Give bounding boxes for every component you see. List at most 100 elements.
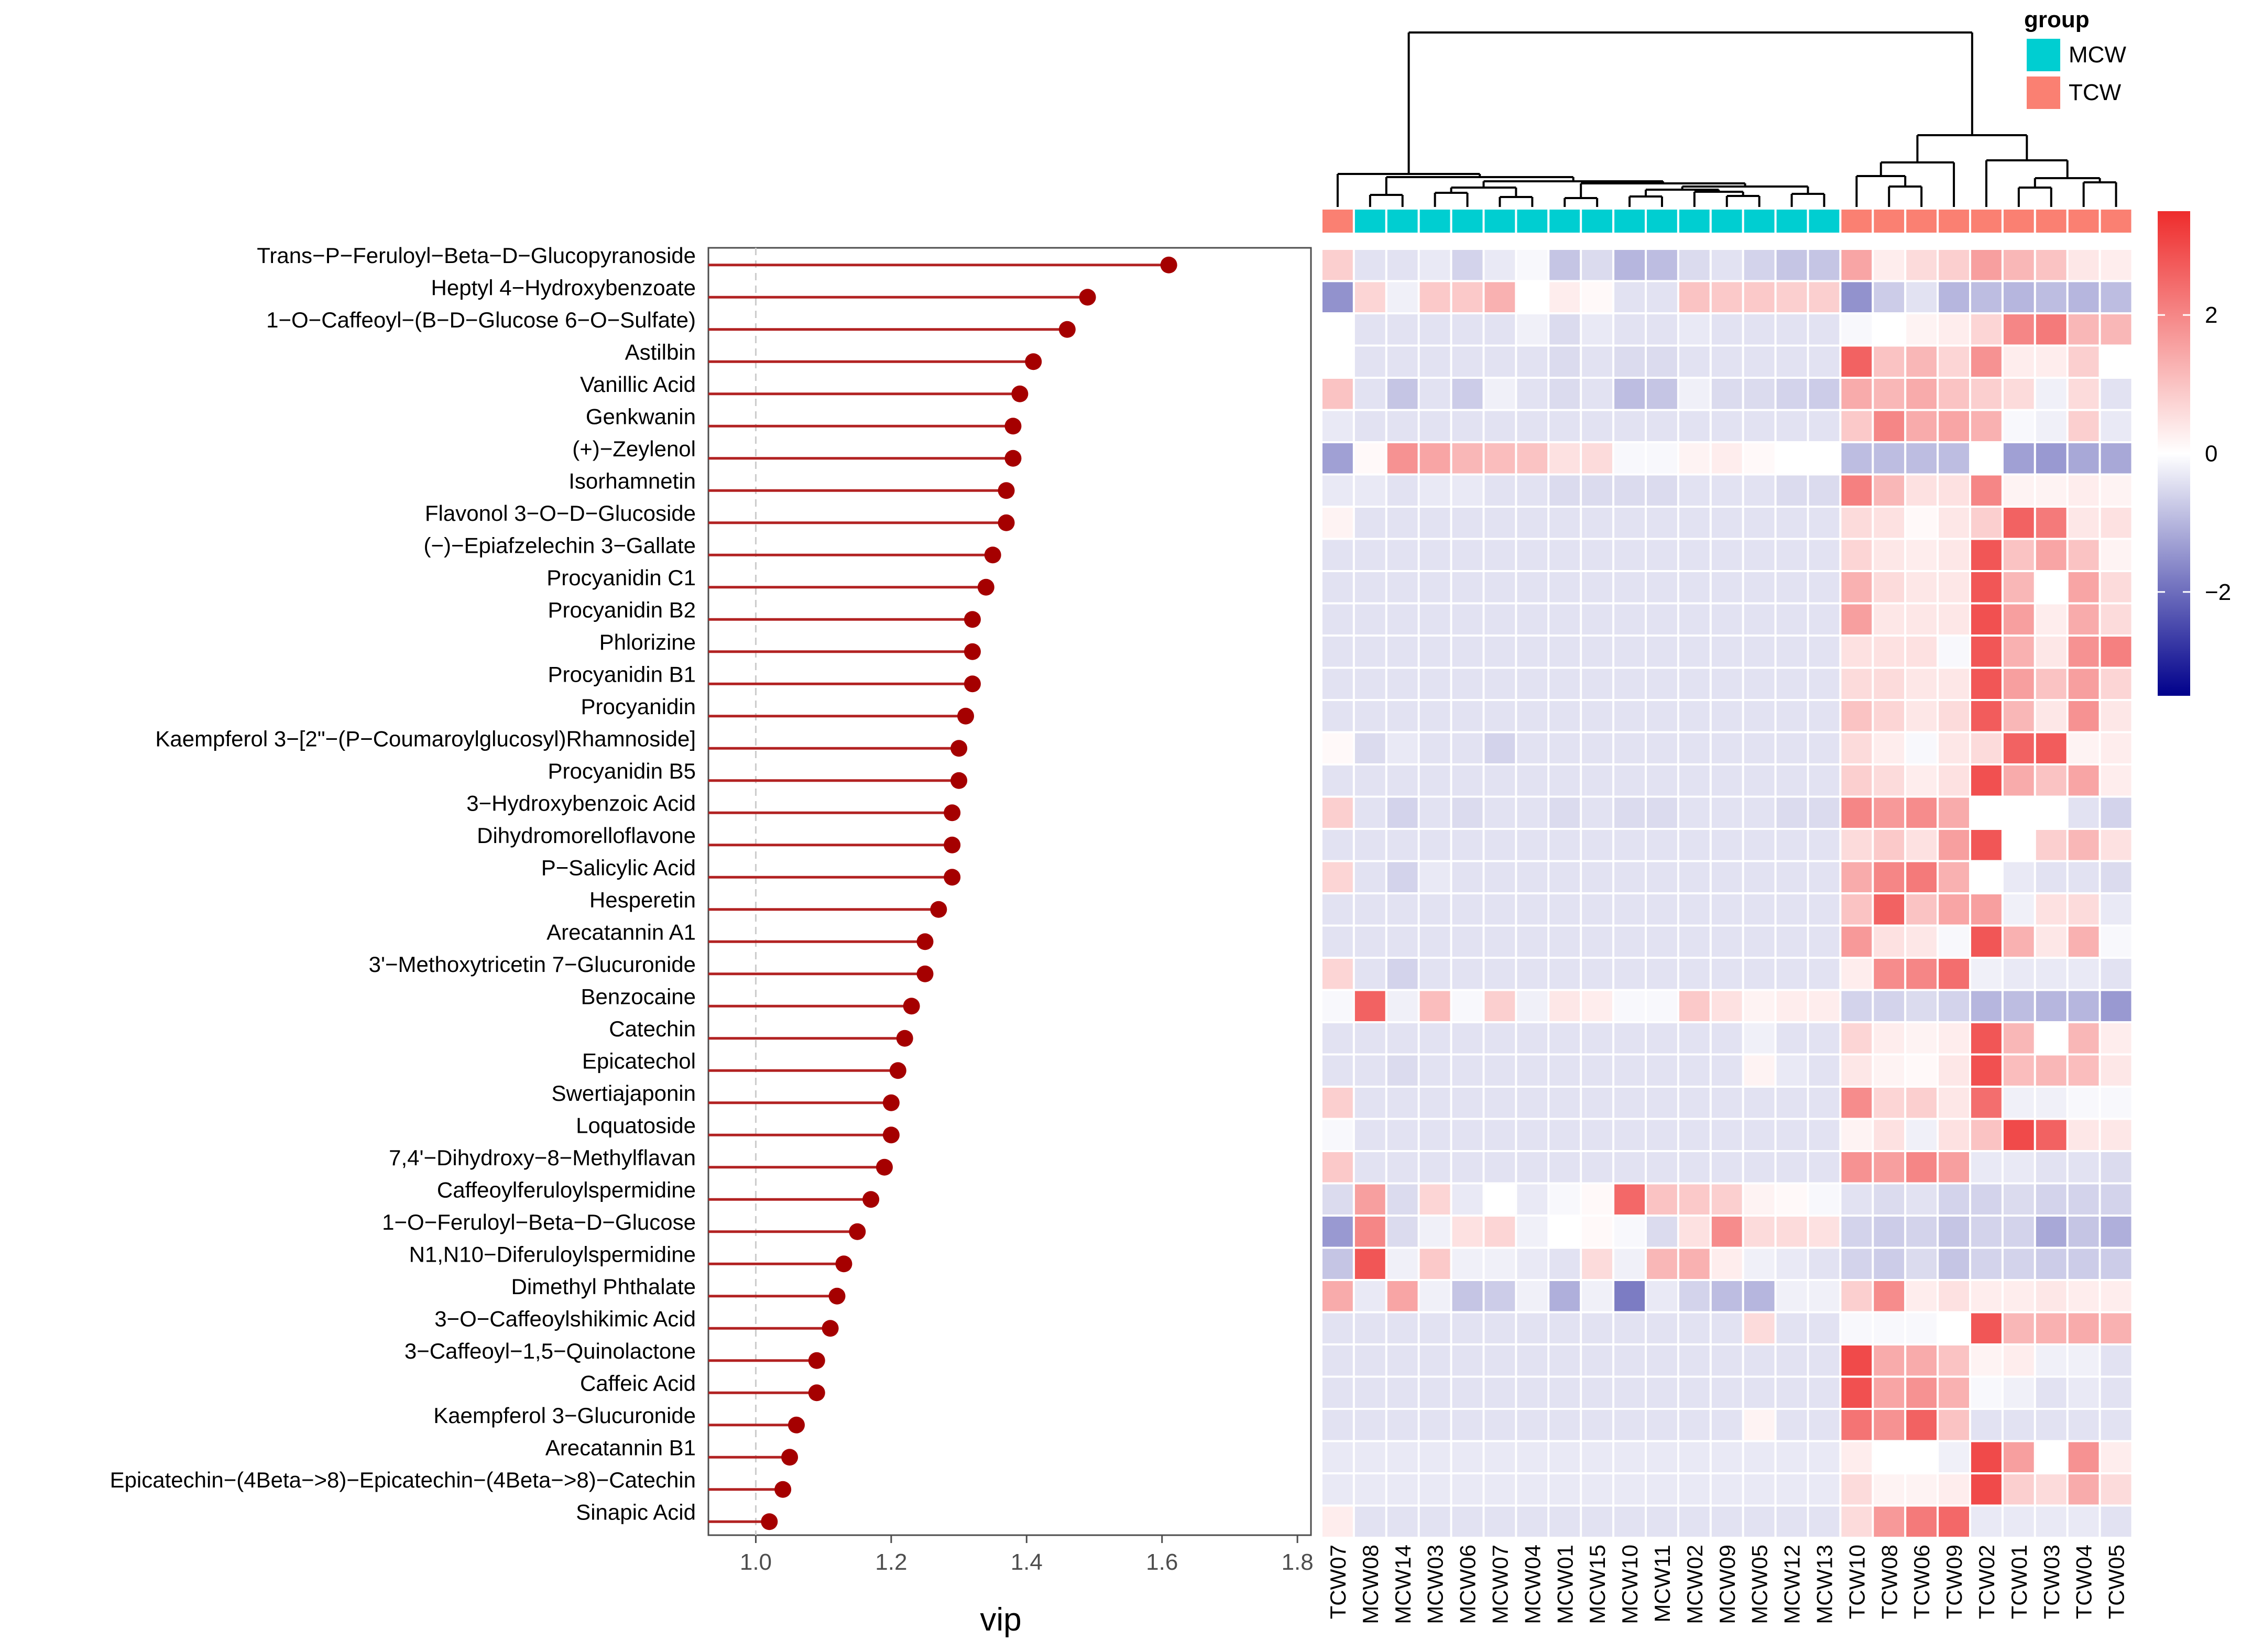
heatmap-cell xyxy=(1743,1473,1776,1506)
heatmap-cell xyxy=(1321,281,1354,314)
heatmap-cell xyxy=(2035,410,2068,443)
heatmap-cell xyxy=(1905,1151,1938,1184)
heatmap-cell xyxy=(1646,700,1678,732)
heatmap-cell xyxy=(1484,636,1516,668)
heatmap-cell xyxy=(2068,1184,2100,1216)
group-legend-swatch xyxy=(2027,76,2060,109)
heatmap-cell xyxy=(1581,442,1613,475)
vip-axis-tick-label: 1.0 xyxy=(740,1549,772,1575)
heatmap-cell xyxy=(1905,539,1938,572)
heatmap-cell xyxy=(1516,1441,1548,1474)
heatmap-cell xyxy=(1905,442,1938,475)
vip-axis-tick-label: 1.4 xyxy=(1011,1549,1043,1575)
heatmap-cell xyxy=(1451,313,1484,346)
heatmap-cell xyxy=(1711,700,1743,732)
heatmap-cell xyxy=(1646,1506,1678,1538)
heatmap-cell xyxy=(1581,990,1613,1023)
heatmap-cell xyxy=(1905,636,1938,668)
heatmap-cell xyxy=(1354,764,1386,797)
heatmap-cell xyxy=(1743,958,1776,990)
heatmap-cell xyxy=(2003,829,2035,861)
heatmap-cell xyxy=(1970,1473,2003,1506)
heatmap-cell xyxy=(1321,1055,1354,1087)
vip-point xyxy=(930,901,947,918)
heatmap-cell xyxy=(1743,1377,1776,1409)
heatmap-cell xyxy=(2068,507,2100,539)
compound-label: Epicatechol xyxy=(582,1048,696,1073)
vip-point xyxy=(978,579,994,596)
heatmap-cell xyxy=(1873,668,1905,701)
heatmap-cell xyxy=(1905,571,1938,604)
heatmap-cell xyxy=(2003,1022,2035,1055)
heatmap-cell xyxy=(2003,926,2035,958)
sample-column-label: MCW10 xyxy=(1617,1545,1642,1624)
heatmap-cell xyxy=(2068,1377,2100,1409)
heatmap-cell xyxy=(1354,313,1386,346)
heatmap-cell xyxy=(1451,926,1484,958)
heatmap-cell xyxy=(1678,507,1711,539)
heatmap-cell xyxy=(1484,1119,1516,1152)
heatmap-cell xyxy=(1646,1473,1678,1506)
heatmap-cell xyxy=(1386,249,1419,281)
heatmap-cell xyxy=(1808,313,1841,346)
heatmap-cell xyxy=(1354,281,1386,314)
heatmap-cell xyxy=(1711,410,1743,443)
compound-label: Phlorizine xyxy=(599,630,696,654)
heatmap-cell xyxy=(2035,507,2068,539)
heatmap-cell xyxy=(2035,378,2068,410)
heatmap-cell xyxy=(1776,764,1808,797)
heatmap-cell xyxy=(1451,475,1484,507)
heatmap-cell xyxy=(1873,893,1905,926)
heatmap-cell xyxy=(1678,958,1711,990)
heatmap-cell xyxy=(1451,507,1484,539)
heatmap-cell xyxy=(1613,1441,1646,1474)
heatmap-cell xyxy=(1516,507,1548,539)
heatmap-cell xyxy=(1484,700,1516,732)
heatmap-cell xyxy=(1840,797,1873,829)
heatmap-cell xyxy=(1386,700,1419,732)
heatmap-cell xyxy=(1548,668,1581,701)
heatmap-cell xyxy=(1386,1055,1419,1087)
heatmap-cell xyxy=(1743,604,1776,636)
heatmap-cell xyxy=(1613,442,1646,475)
heatmap-cell xyxy=(1678,1312,1711,1345)
heatmap-cell xyxy=(1873,604,1905,636)
vip-point xyxy=(774,1481,791,1498)
heatmap-cell xyxy=(1548,281,1581,314)
heatmap-cell xyxy=(1321,668,1354,701)
heatmap-cell xyxy=(1646,926,1678,958)
heatmap-cell xyxy=(2068,990,2100,1023)
heatmap-cell xyxy=(2035,1022,2068,1055)
heatmap-cell xyxy=(1646,281,1678,314)
sample-column-label: MCW01 xyxy=(1553,1545,1577,1624)
vip-axis-tick-label: 1.6 xyxy=(1146,1549,1178,1575)
heatmap-cell xyxy=(1419,475,1451,507)
heatmap-cell xyxy=(1581,1184,1613,1216)
heatmap-cell xyxy=(1711,475,1743,507)
compound-label: P−Salicylic Acid xyxy=(541,855,696,880)
heatmap-cell xyxy=(1711,1441,1743,1474)
heatmap-cell xyxy=(1970,1312,2003,1345)
heatmap-cell xyxy=(1970,1119,2003,1152)
heatmap-cell xyxy=(1873,442,1905,475)
vip-point xyxy=(950,740,967,757)
heatmap-cell xyxy=(1354,1344,1386,1377)
heatmap-cell xyxy=(1419,700,1451,732)
heatmap-cell xyxy=(1938,1506,1970,1538)
heatmap-cell xyxy=(1678,346,1711,378)
vip-point xyxy=(761,1513,778,1530)
heatmap-cell xyxy=(1581,1216,1613,1248)
heatmap-cell xyxy=(1321,1248,1354,1281)
compound-label: Procyanidin xyxy=(581,694,696,719)
heatmap-cell xyxy=(1840,249,1873,281)
heatmap-cell xyxy=(1354,507,1386,539)
heatmap-cell xyxy=(1743,861,1776,894)
heatmap-cell xyxy=(2100,668,2133,701)
vip-point xyxy=(985,546,1001,563)
heatmap-cell xyxy=(2100,1022,2133,1055)
heatmap-cell xyxy=(1581,764,1613,797)
heatmap-cell xyxy=(1581,1441,1613,1474)
heatmap-cell xyxy=(1678,410,1711,443)
chart-figure: Trans−P−Feruloyl−Beta−D−GlucopyranosideH… xyxy=(0,0,2241,1652)
heatmap-cell xyxy=(1840,700,1873,732)
